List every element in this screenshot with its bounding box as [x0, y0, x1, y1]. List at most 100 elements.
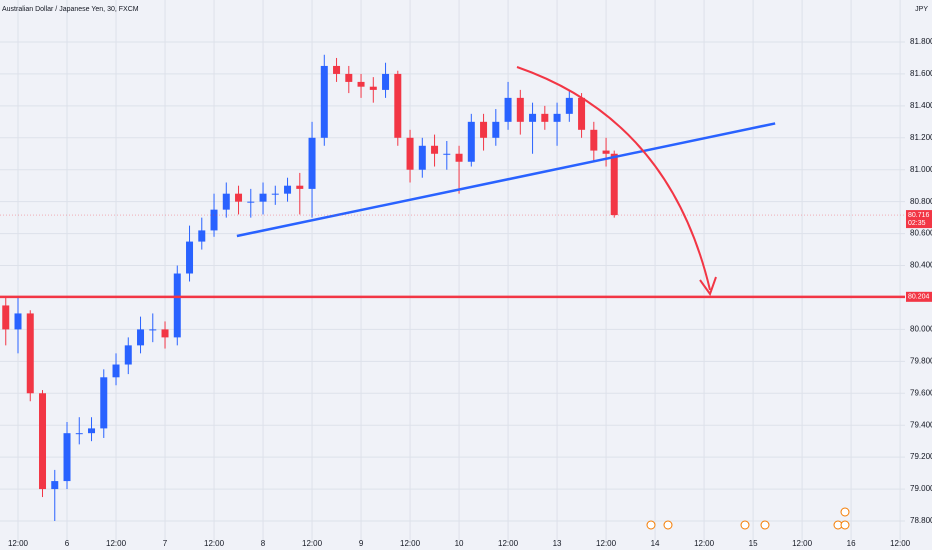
candle-body [210, 209, 218, 231]
candle-body [357, 81, 365, 87]
currency: JPY [915, 6, 928, 13]
x-tick-label: 15 [749, 539, 758, 548]
x-tick-label: 12:00 [8, 539, 29, 548]
candle-body [149, 329, 157, 331]
candle-body [198, 230, 206, 242]
x-tick-label: 12:00 [694, 539, 715, 548]
arrow-head [699, 276, 717, 297]
candle-body [418, 145, 426, 170]
candle-body [100, 377, 108, 429]
candle-body [553, 113, 561, 122]
candle-body [2, 305, 10, 330]
candle-body [26, 313, 34, 394]
y-tick-label: 81.000 [910, 165, 932, 174]
y-tick-label: 80.800 [910, 197, 932, 206]
candle-body [88, 428, 96, 434]
y-tick-label: 78.800 [910, 516, 932, 525]
candle-body [610, 153, 618, 216]
x-tick-label: 14 [651, 539, 660, 548]
support-price-tag [906, 291, 932, 302]
candle-body [492, 121, 500, 138]
x-tick-label: 12:00 [106, 539, 127, 548]
candle-body [443, 153, 451, 155]
candle-body [235, 193, 243, 202]
event-icon [740, 520, 750, 530]
x-tick-label: 12:00 [204, 539, 225, 548]
candle-body [382, 73, 390, 90]
y-tick-label: 81.200 [910, 133, 932, 142]
candle-body [63, 433, 71, 482]
countdown-label: 02:35 [908, 220, 926, 227]
candle-body [173, 273, 181, 338]
candle-body [39, 393, 47, 490]
chart-title: Australian Dollar / Japanese Yen, 30, FX… [2, 6, 139, 13]
x-tick-label: 16 [847, 539, 856, 548]
candle-body [431, 145, 439, 154]
candle-body [516, 97, 524, 122]
candle-body [75, 433, 83, 435]
candle-body [247, 201, 255, 203]
candle-body [284, 185, 292, 194]
y-tick-label: 79.600 [910, 388, 932, 397]
x-tick-label: 12:00 [890, 539, 911, 548]
x-tick-label: 13 [553, 539, 562, 548]
y-tick-label: 79.200 [910, 452, 932, 461]
candle-body [602, 150, 610, 154]
event-icon [840, 520, 850, 530]
x-tick-label: 12:00 [302, 539, 323, 548]
price-axis [905, 0, 932, 550]
candle-body [529, 113, 537, 122]
candle-body [467, 121, 475, 162]
x-tick-label: 12:00 [792, 539, 813, 548]
support-price-label: 80.204 [908, 294, 930, 301]
candle-body [394, 73, 402, 138]
candle-body [112, 364, 120, 378]
x-tick-label: 6 [65, 539, 70, 548]
curved-arrow [516, 66, 711, 291]
candle-body [320, 65, 328, 138]
x-tick-label: 7 [163, 539, 168, 548]
y-tick-label: 79.400 [910, 420, 932, 429]
event-icons [646, 507, 850, 530]
candle-body [345, 73, 353, 82]
candle-body [578, 97, 586, 130]
grid [0, 0, 905, 540]
y-tick-label: 79.000 [910, 484, 932, 493]
x-tick-label: 9 [359, 539, 364, 548]
candle-body [259, 193, 267, 202]
y-tick-label: 81.400 [910, 101, 932, 110]
y-tick-label: 79.800 [910, 356, 932, 365]
x-tick-label: 8 [261, 539, 266, 548]
candles [0, 54, 905, 521]
y-tick-label: 81.600 [910, 69, 932, 78]
candle-body [369, 86, 377, 90]
event-icon [840, 507, 850, 517]
x-tick-label: 12:00 [400, 539, 421, 548]
last-price-label: 80.716 [908, 212, 930, 219]
event-icon [663, 520, 673, 530]
candle-body [51, 481, 59, 490]
candle-body [504, 97, 512, 122]
candle-body [308, 137, 316, 189]
y-tick-label: 81.800 [910, 37, 932, 46]
trend-line [236, 122, 776, 238]
candle-body [541, 113, 549, 122]
event-icon [646, 520, 656, 530]
candle-body [480, 121, 488, 138]
y-tick-label: 80.000 [910, 325, 932, 334]
candle-body [455, 153, 463, 162]
y-tick-label: 80.400 [910, 261, 932, 270]
candle-body [186, 241, 194, 274]
candle-body [161, 329, 169, 338]
candle-body [14, 313, 22, 330]
last-price-tag [906, 210, 932, 229]
candle-body [296, 185, 304, 189]
candle-body [222, 193, 230, 210]
event-icon [760, 520, 770, 530]
candle-body [590, 129, 598, 151]
candle-body [333, 65, 341, 74]
candle-body [565, 97, 573, 114]
candle-body [124, 345, 132, 365]
